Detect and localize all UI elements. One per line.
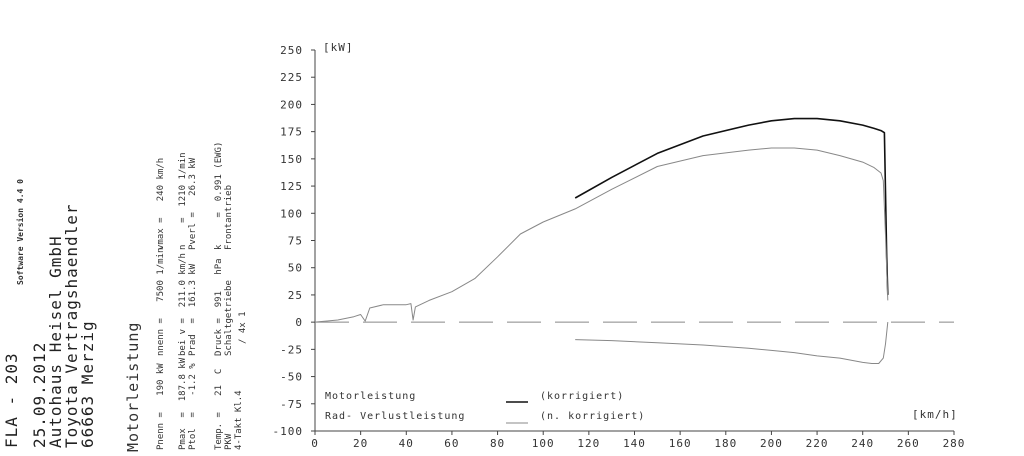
x-axis-unit: [km/h]	[912, 408, 958, 421]
x-tick-label: 20	[353, 437, 368, 450]
legend-label-loss: Rad- Verlustleistung	[325, 411, 465, 422]
y-tick-label: 125	[280, 180, 303, 193]
x-tick-label: 60	[444, 437, 459, 450]
legend: Motorleistung (korrigiert) Rad- Verlustl…	[325, 391, 645, 424]
y-tick-label: 175	[280, 126, 303, 139]
x-tick-label: 40	[399, 437, 414, 450]
y-tick-label: 75	[288, 235, 303, 248]
legend-label-motor: Motorleistung	[325, 391, 416, 402]
y-tick-label: 250	[280, 44, 303, 57]
y-tick-label: -25	[280, 343, 303, 356]
x-tick-label: 260	[897, 437, 920, 450]
series-line-verlustleistung	[575, 322, 889, 364]
y-tick-label: -100	[273, 425, 304, 438]
y-tick-label: 225	[280, 71, 303, 84]
x-tick-label: 240	[851, 437, 874, 450]
x-tick-label: 180	[714, 437, 737, 450]
x-tick-label: 0	[311, 437, 319, 450]
y-tick-label: 0	[295, 316, 303, 329]
series-line-motorleistung	[574, 117, 889, 295]
x-tick-label: 220	[806, 437, 829, 450]
x-tick-label: 100	[532, 437, 555, 450]
y-axis-unit: [kW]	[323, 41, 354, 54]
x-tick-label: 280	[943, 437, 966, 450]
x-tick-label: 120	[577, 437, 600, 450]
x-tick-label: 80	[490, 437, 505, 450]
y-tick-label: 100	[280, 207, 303, 220]
y-tick-label: 200	[280, 98, 303, 111]
y-tick-label: 150	[280, 153, 303, 166]
x-tick-label: 160	[669, 437, 692, 450]
legend-note-motor: (korrigiert)	[540, 391, 624, 402]
series-line-radleistung	[314, 147, 889, 323]
x-tick-label: 200	[760, 437, 783, 450]
legend-note-loss: (n. korrigiert)	[540, 411, 645, 422]
y-tick-label: -50	[280, 371, 303, 384]
y-tick-label: 50	[288, 262, 303, 275]
y-tick-label: 25	[288, 289, 303, 302]
y-tick-label: -75	[280, 398, 303, 411]
x-tick-label: 140	[623, 437, 646, 450]
